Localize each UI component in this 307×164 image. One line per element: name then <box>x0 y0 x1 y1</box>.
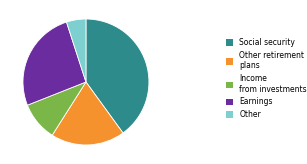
Wedge shape <box>23 22 86 105</box>
Wedge shape <box>52 82 123 145</box>
Legend: Social security, Other retirement
plans, Income
from investments, Earnings, Othe: Social security, Other retirement plans,… <box>226 38 307 119</box>
Wedge shape <box>67 19 86 82</box>
Wedge shape <box>86 19 149 133</box>
Wedge shape <box>27 82 86 135</box>
